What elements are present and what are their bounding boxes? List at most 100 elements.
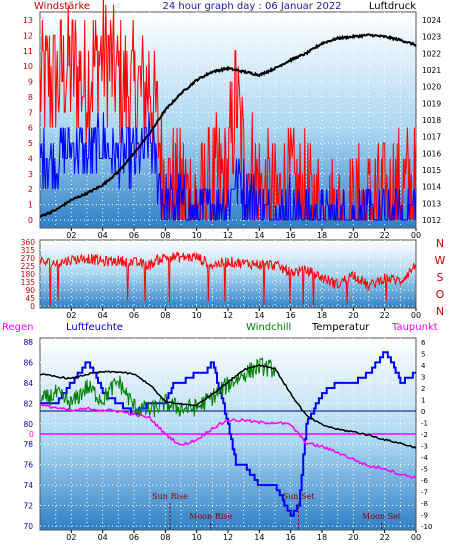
- pressure-series: [39, 33, 417, 218]
- temperature-tick-label: -10: [421, 523, 432, 531]
- temp-humidity-panel: 070727476788082848688-10-9-8-7-6-5-4-3-2…: [23, 337, 432, 542]
- sun-rise-marker-label: Sun Rise: [152, 492, 188, 501]
- x-tick-label: 22: [380, 311, 390, 320]
- x-tick-label: 12: [223, 311, 233, 320]
- humidity-tick-label: 74: [23, 481, 33, 490]
- windchill-series: [39, 356, 276, 418]
- wind-direction-tick-label: 180: [21, 270, 36, 279]
- x-tick-label: 00: [411, 231, 421, 240]
- temperature-tick-label: 1: [421, 397, 425, 405]
- dewpoint-series: [39, 403, 417, 479]
- x-tick-label: 08: [160, 533, 170, 542]
- humidity-label: Luftfeuchte: [66, 322, 123, 333]
- compass-label: O: [436, 288, 445, 301]
- rain-zero-label: 0: [29, 430, 34, 439]
- temperature-tick-label: -9: [421, 512, 428, 520]
- humidity-tick-label: 78: [23, 440, 33, 449]
- x-tick-label: 12: [223, 231, 233, 240]
- pressure-tick-label: 1012: [422, 216, 441, 225]
- wind-speed-tick-label: 4: [28, 154, 33, 163]
- x-tick-label: 10: [192, 311, 202, 320]
- x-tick-label: 18: [317, 311, 327, 320]
- x-tick-label: 04: [98, 231, 108, 240]
- x-tick-label: 08: [160, 231, 170, 240]
- moon-rise-marker-label: Moon Rise: [189, 512, 232, 521]
- wind-speed-tick-label: 6: [28, 124, 33, 133]
- wind-speed-tick-label: 13: [23, 16, 33, 25]
- temperature-tick-label: 6: [421, 339, 426, 347]
- temp-humidity-axes: 070727476788082848688-10-9-8-7-6-5-4-3-2…: [23, 338, 432, 542]
- wind-speed-tick-label: 3: [28, 170, 33, 179]
- temperature-series: [39, 364, 417, 450]
- x-tick-label: 16: [286, 533, 296, 542]
- wind-speed-tick-label: 2: [28, 185, 33, 194]
- x-tick-label: 18: [317, 533, 327, 542]
- pressure-label: Luftdruck: [369, 1, 416, 12]
- temperature-tick-label: -5: [421, 466, 428, 474]
- wind-speed-label: Windstärke: [34, 1, 90, 12]
- humidity-series: [40, 351, 416, 517]
- wind-direction-tick-label: 45: [25, 294, 35, 303]
- x-tick-label: 14: [254, 533, 264, 542]
- x-tick-label: 06: [129, 231, 139, 240]
- wind-pressure-axes: 0123456789101112131012101310141015101610…: [23, 16, 442, 240]
- wind-direction-tick-label: 225: [21, 262, 36, 271]
- wind-direction-tick-label: 315: [21, 246, 36, 255]
- sun-moon-events: Sun Rise Moon Rise Sun Set Moon Set: [152, 492, 402, 530]
- x-tick-label: 20: [348, 311, 358, 320]
- x-tick-label: 02: [66, 311, 76, 320]
- wind-pressure-panel: 0123456789101112131012101310141015101610…: [23, 0, 442, 240]
- x-tick-label: 20: [348, 231, 358, 240]
- wind-direction-tick-label: 135: [21, 278, 36, 287]
- temperature-tick-label: 3: [421, 374, 425, 382]
- pressure-tick-label: 1018: [422, 116, 441, 125]
- wind-speed-tick-label: 7: [28, 108, 33, 117]
- compass-label: W: [435, 254, 446, 267]
- wind-speed-tick-label: 9: [28, 78, 33, 87]
- x-tick-label: 06: [129, 311, 139, 320]
- x-tick-label: 10: [192, 533, 202, 542]
- humidity-tick-label: 86: [23, 358, 33, 367]
- wind-speed-tick-label: 1: [28, 201, 33, 210]
- humidity-tick-label: 84: [23, 379, 33, 388]
- compass-label: N: [436, 305, 444, 318]
- wind-pressure-series: [39, 0, 417, 221]
- x-tick-label: 22: [380, 231, 390, 240]
- x-tick-label: 18: [317, 231, 327, 240]
- wind-gust-series: [39, 0, 417, 221]
- humidity-tick-label: 72: [23, 502, 33, 511]
- temperature-tick-label: 2: [421, 385, 425, 393]
- x-tick-label: 16: [286, 311, 296, 320]
- x-tick-label: 14: [254, 311, 264, 320]
- wind-direction-tick-label: 270: [21, 254, 36, 263]
- temperature-tick-label: -4: [421, 454, 429, 462]
- temperature-tick-label: -1: [421, 420, 428, 428]
- wind-speed-tick-label: 5: [28, 139, 33, 148]
- temperature-tick-label: 4: [421, 362, 426, 370]
- wind-direction-series: [39, 251, 417, 306]
- compass-label: S: [437, 271, 444, 284]
- chart-title: 24 hour graph day : 06 Januar 2022: [162, 1, 341, 12]
- pressure-tick-label: 1015: [422, 166, 441, 175]
- temperature-label: Temperatur: [311, 322, 370, 333]
- temperature-tick-label: -8: [421, 500, 428, 508]
- x-tick-label: 00: [411, 533, 421, 542]
- wind-direction-grid: [40, 240, 416, 308]
- temperature-tick-label: -7: [421, 489, 428, 497]
- x-tick-label: 04: [98, 533, 108, 542]
- x-tick-label: 04: [98, 311, 108, 320]
- wind-speed-tick-label: 11: [23, 47, 33, 56]
- pressure-tick-label: 1013: [422, 199, 441, 208]
- wind-speed-tick-label: 10: [23, 62, 33, 71]
- x-tick-label: 02: [66, 533, 76, 542]
- wind-speed-tick-label: 0: [28, 216, 33, 225]
- pressure-tick-label: 1019: [422, 99, 441, 108]
- rain-label: Regen: [2, 322, 34, 333]
- humidity-tick-label: 70: [23, 522, 33, 531]
- temperature-tick-label: 0: [421, 408, 425, 416]
- pressure-tick-label: 1017: [422, 133, 441, 142]
- dewpoint-label: Taupunkt: [391, 322, 438, 333]
